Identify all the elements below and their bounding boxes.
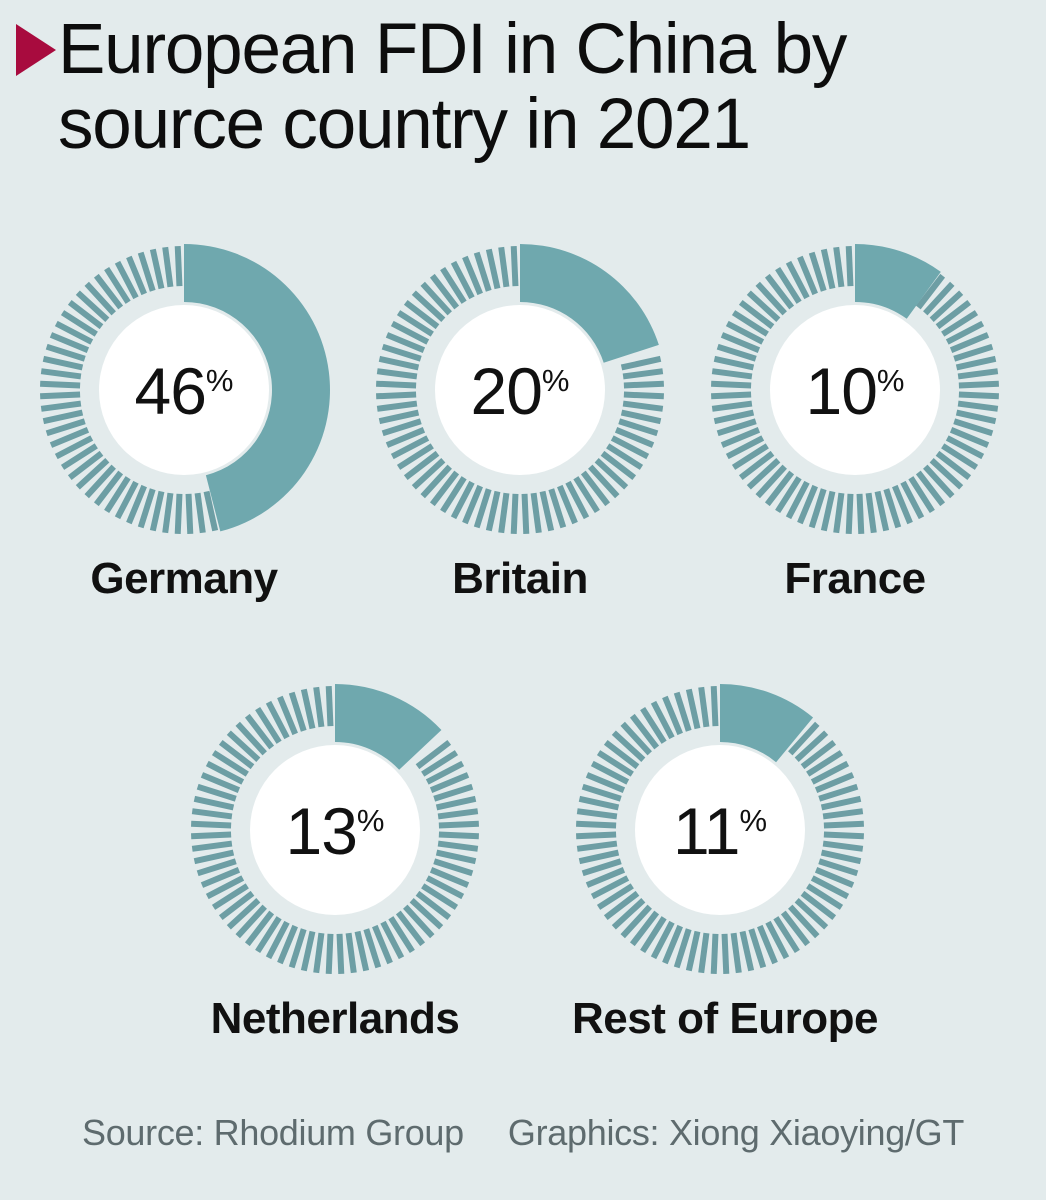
donut-svg-britain [376, 244, 664, 534]
donut-card-netherlands: 13% Netherlands [187, 682, 483, 1043]
source-text: Source: Rhodium Group [81, 1112, 464, 1153]
donut-label-britain: Britain [452, 554, 588, 603]
donut-label-rest-of-europe: Rest of Europe [572, 994, 878, 1043]
donut-value-france: 10% [805, 354, 905, 428]
donut-chart-germany[interactable]: 46% [36, 242, 332, 538]
donut-label-france: France [784, 554, 926, 603]
donut-card-britain: 20% Britain [372, 242, 668, 603]
donut-chart-britain[interactable]: 20% [372, 242, 668, 538]
donut-svg-rest-of-europe [576, 684, 864, 974]
donut-chart-france[interactable]: 10% [707, 242, 1003, 538]
donut-value-britain: 20% [470, 354, 570, 428]
donut-svg-germany [40, 244, 331, 534]
page-title: European FDI in China by source country … [58, 10, 847, 165]
footer: Source: Rhodium Group Graphics: Xiong Xi… [0, 1112, 1046, 1154]
donut-center-rest-of-europe: 11% [635, 745, 805, 915]
donut-card-germany: 46% Germany [36, 242, 332, 603]
donut-center-germany: 46% [99, 305, 269, 475]
donut-label-germany: Germany [90, 554, 278, 603]
donut-value-netherlands: 13% [285, 794, 385, 868]
title-block: European FDI in China by source country … [16, 12, 1016, 163]
donut-card-rest-of-europe: 11% Rest of Europe [572, 682, 878, 1043]
donut-chart-rest-of-europe[interactable]: 11% [572, 682, 868, 978]
donut-chart-netherlands[interactable]: 13% [187, 682, 483, 978]
donut-value-rest-of-europe: 11% [672, 794, 768, 868]
donut-card-france: 10% France [707, 242, 1003, 603]
credit-text: Graphics: Xiong Xiaoying/GT [507, 1112, 965, 1153]
donut-svg-france [711, 244, 999, 534]
donut-center-netherlands: 13% [250, 745, 420, 915]
triangle-right-icon [16, 24, 56, 76]
donut-center-france: 10% [770, 305, 940, 475]
donut-svg-netherlands [191, 684, 479, 974]
donut-center-britain: 20% [435, 305, 605, 475]
donut-value-germany: 46% [134, 354, 234, 428]
donut-label-netherlands: Netherlands [210, 994, 460, 1043]
